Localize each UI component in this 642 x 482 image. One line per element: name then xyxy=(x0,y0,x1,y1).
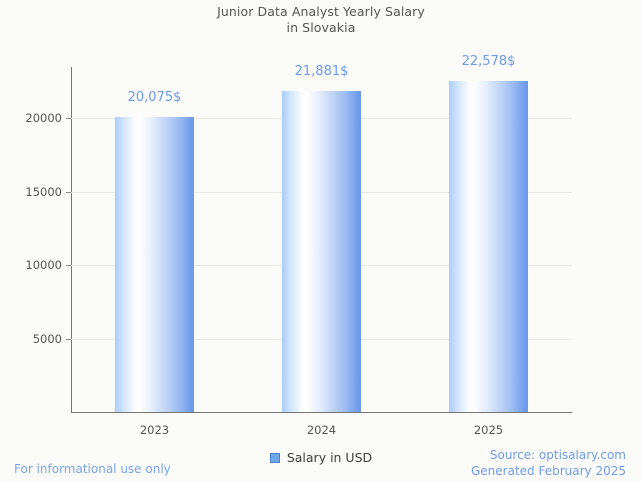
footer-generated: Generated February 2025 xyxy=(470,464,626,478)
y-axis-tick-label: 20000 xyxy=(25,111,62,126)
bar-value-label-2024: 21,881$ xyxy=(294,63,349,79)
bar-2023[interactable] xyxy=(115,117,194,412)
x-axis-label-2024: 2024 xyxy=(306,423,337,437)
bar-2024[interactable] xyxy=(282,90,361,412)
chart-legend: Salary in USD xyxy=(0,450,642,465)
x-axis-label-2025: 2025 xyxy=(473,423,504,437)
legend-item-0[interactable]: Salary in USD xyxy=(269,450,373,465)
y-axis-tick-label: 5000 xyxy=(32,331,62,346)
y-axis-tick-mark xyxy=(66,338,71,340)
y-axis-tick-label: 10000 xyxy=(25,258,62,273)
x-axis-label-2023: 2023 xyxy=(139,423,170,437)
chart-title-line1: Junior Data Analyst Yearly Salary xyxy=(217,4,425,19)
bar-value-label-2023: 20,075$ xyxy=(127,90,182,106)
y-axis-tick-label: 15000 xyxy=(25,184,62,199)
y-axis-line xyxy=(71,67,72,413)
bar-2025[interactable] xyxy=(449,80,528,412)
footer-disclaimer: For informational use only xyxy=(14,462,171,476)
chart-title: Junior Data Analyst Yearly Salary in Slo… xyxy=(0,4,642,36)
footer-source: Source: optisalary.com xyxy=(489,448,626,462)
plot-area: 5000 10000 15000 20000 20,075$ 2023 21,881$ 202… xyxy=(25,54,572,437)
chart-subtitle: in Slovakia xyxy=(286,20,356,35)
footer-source-block: Source: optisalary.com Generated Februar… xyxy=(471,447,626,479)
x-axis-line xyxy=(71,412,572,413)
legend-swatch-icon xyxy=(269,452,280,463)
legend-label: Salary in USD xyxy=(286,450,373,465)
bar-value-label-2025: 22,578$ xyxy=(461,53,516,69)
y-axis-tick-mark xyxy=(66,191,71,193)
y-axis-tick-mark xyxy=(66,118,71,120)
y-axis-tick-mark xyxy=(66,265,71,267)
